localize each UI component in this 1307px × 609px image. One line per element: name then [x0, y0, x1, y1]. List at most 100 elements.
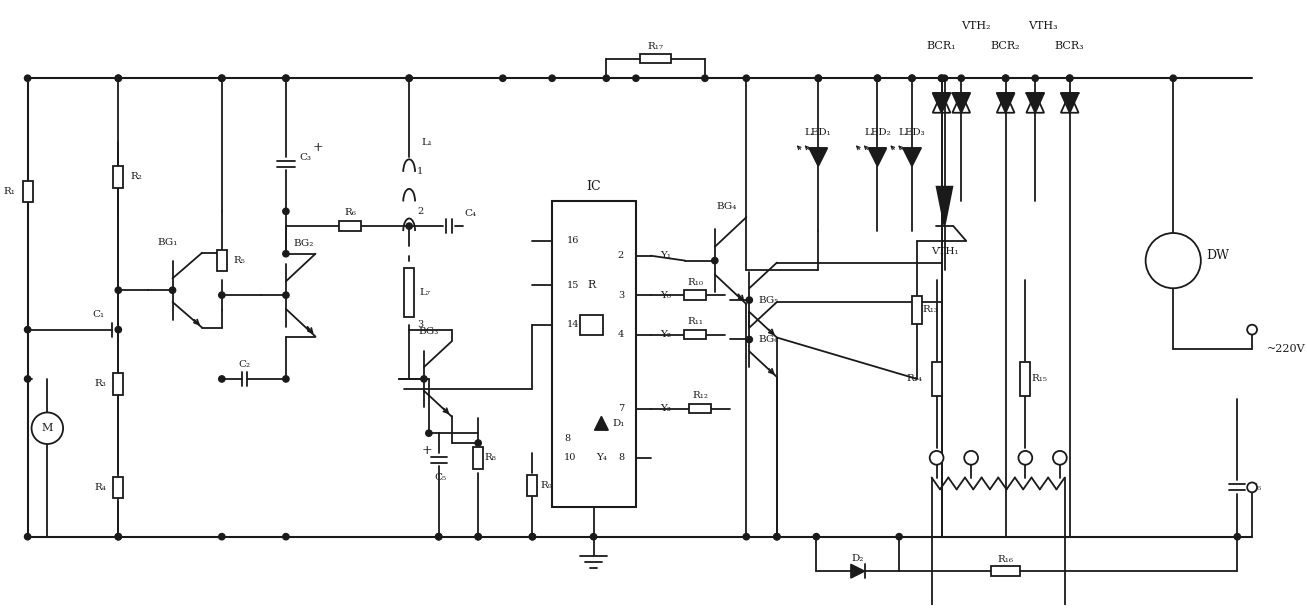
- Circle shape: [929, 451, 944, 465]
- Text: a: a: [933, 453, 940, 462]
- Text: L₁: L₁: [421, 138, 433, 147]
- Circle shape: [908, 75, 915, 82]
- Polygon shape: [997, 93, 1014, 113]
- Text: 8: 8: [563, 434, 570, 443]
- Circle shape: [115, 533, 122, 540]
- Circle shape: [816, 75, 822, 82]
- Text: BG₃: BG₃: [418, 327, 439, 336]
- Text: C₄: C₄: [464, 209, 476, 218]
- Circle shape: [282, 75, 289, 82]
- Circle shape: [115, 287, 122, 294]
- Circle shape: [897, 533, 902, 540]
- Circle shape: [1018, 451, 1033, 465]
- Circle shape: [549, 75, 555, 82]
- Text: VTH₃: VTH₃: [1029, 21, 1057, 31]
- Text: BCR₃: BCR₃: [1055, 41, 1085, 51]
- Circle shape: [406, 75, 412, 82]
- Text: BCR₁: BCR₁: [927, 41, 957, 51]
- Bar: [22, 181, 33, 202]
- Circle shape: [746, 336, 753, 343]
- Text: DW: DW: [1206, 249, 1229, 262]
- Circle shape: [218, 75, 225, 82]
- Text: BG₆: BG₆: [759, 335, 779, 344]
- Circle shape: [218, 533, 225, 540]
- Polygon shape: [595, 417, 608, 430]
- Circle shape: [1002, 75, 1009, 82]
- Text: R₈: R₈: [484, 453, 495, 462]
- Text: L₇: L₇: [420, 287, 430, 297]
- Circle shape: [774, 533, 780, 540]
- Text: R₁₇: R₁₇: [648, 42, 664, 51]
- Text: LED₁: LED₁: [805, 128, 831, 137]
- Circle shape: [1146, 233, 1201, 288]
- Circle shape: [1234, 533, 1240, 540]
- Bar: [685, 290, 706, 300]
- Bar: [114, 166, 123, 188]
- Text: C₅: C₅: [435, 473, 447, 482]
- Circle shape: [711, 258, 718, 264]
- Circle shape: [115, 75, 122, 82]
- Circle shape: [744, 533, 749, 540]
- Circle shape: [744, 75, 749, 82]
- Circle shape: [1033, 75, 1038, 82]
- Text: 14: 14: [567, 320, 579, 329]
- Circle shape: [282, 533, 289, 540]
- Circle shape: [421, 376, 427, 382]
- Bar: [552, 202, 637, 507]
- Circle shape: [746, 297, 753, 303]
- Text: M: M: [42, 423, 54, 433]
- Text: R₄: R₄: [94, 483, 106, 492]
- Text: C₃: C₃: [299, 153, 311, 161]
- Text: VTH₂: VTH₂: [962, 21, 991, 31]
- Circle shape: [591, 533, 597, 540]
- Circle shape: [115, 326, 122, 333]
- Text: +: +: [312, 141, 323, 153]
- Circle shape: [31, 412, 63, 444]
- Circle shape: [1247, 482, 1257, 492]
- Circle shape: [406, 75, 412, 82]
- Bar: [689, 404, 711, 414]
- Circle shape: [25, 376, 31, 382]
- Text: R₁₂: R₁₂: [691, 391, 708, 400]
- Bar: [640, 54, 672, 63]
- Circle shape: [529, 533, 536, 540]
- Text: 3: 3: [618, 290, 623, 300]
- Text: BG₅: BG₅: [759, 295, 779, 304]
- Text: C₁: C₁: [93, 311, 105, 319]
- Polygon shape: [933, 93, 950, 113]
- Text: D₁: D₁: [613, 419, 625, 428]
- Text: VTH₁: VTH₁: [931, 247, 958, 256]
- Text: R₆: R₆: [344, 208, 356, 217]
- Circle shape: [474, 533, 481, 540]
- Circle shape: [435, 533, 442, 540]
- Circle shape: [25, 326, 31, 333]
- Circle shape: [170, 287, 175, 294]
- Circle shape: [1002, 75, 1009, 82]
- Circle shape: [816, 75, 822, 82]
- Circle shape: [1170, 75, 1176, 82]
- Text: BG₁: BG₁: [157, 238, 178, 247]
- Circle shape: [426, 430, 433, 436]
- Text: 2: 2: [417, 207, 423, 216]
- Text: +: +: [422, 445, 433, 457]
- Text: 16: 16: [567, 236, 579, 245]
- Text: 1: 1: [417, 167, 423, 177]
- Text: D₂: D₂: [852, 554, 864, 563]
- Circle shape: [218, 292, 225, 298]
- Text: Y₁: Y₁: [660, 251, 672, 260]
- Text: 10: 10: [563, 453, 576, 462]
- Circle shape: [965, 451, 978, 465]
- Text: 2: 2: [618, 251, 623, 260]
- Text: 15: 15: [567, 281, 579, 290]
- Polygon shape: [869, 148, 886, 166]
- Circle shape: [282, 376, 289, 382]
- Text: IC: IC: [587, 180, 601, 193]
- Circle shape: [938, 75, 945, 82]
- Circle shape: [282, 208, 289, 214]
- Polygon shape: [953, 93, 970, 113]
- Circle shape: [603, 75, 609, 82]
- Text: Y₀: Y₀: [660, 290, 672, 300]
- Bar: [217, 250, 226, 272]
- Circle shape: [1067, 75, 1073, 82]
- Text: BCR₂: BCR₂: [991, 41, 1021, 51]
